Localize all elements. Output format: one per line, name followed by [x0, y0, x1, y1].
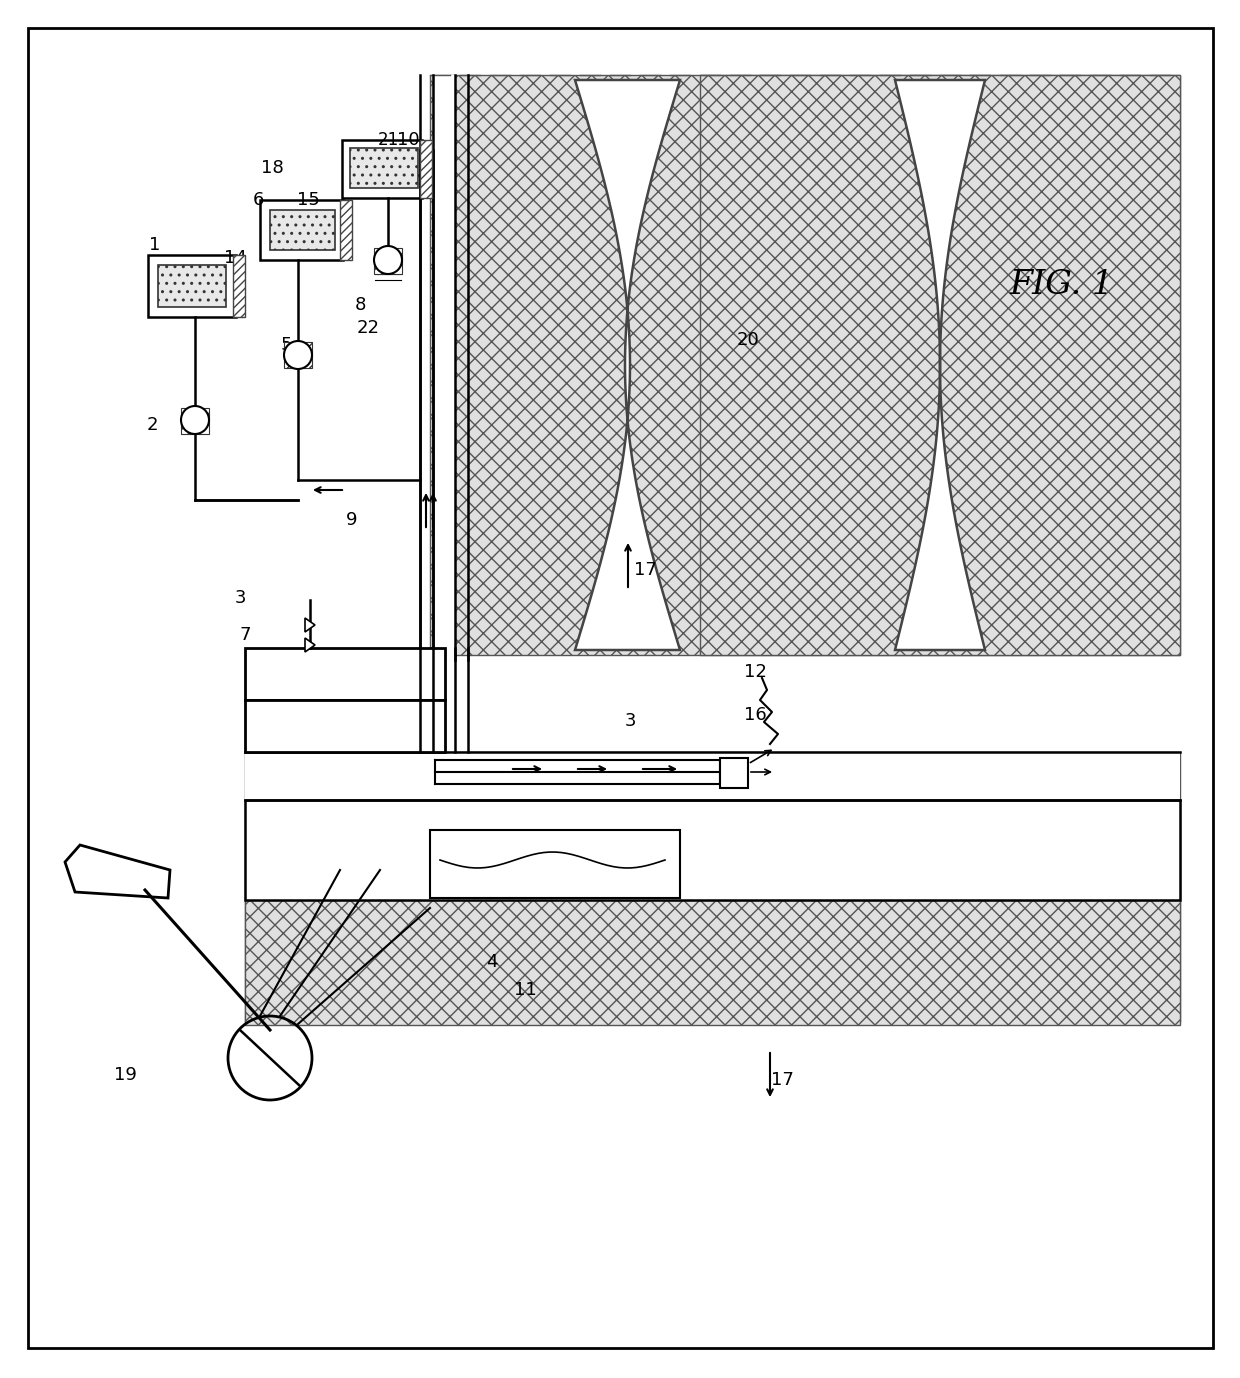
Bar	[342, 141, 422, 198]
Polygon shape	[895, 80, 985, 650]
Text: 4: 4	[486, 954, 497, 971]
Bar	[720, 758, 748, 788]
Text: 3: 3	[624, 712, 636, 730]
Text: 8: 8	[355, 296, 366, 314]
Text: 11: 11	[513, 981, 537, 999]
Bar	[340, 200, 352, 260]
Bar	[270, 209, 335, 249]
Text: 18: 18	[260, 158, 284, 176]
Text: 12: 12	[744, 663, 766, 681]
Bar	[246, 752, 1180, 802]
Text: 9: 9	[346, 511, 358, 529]
Bar	[260, 200, 343, 260]
Text: 17: 17	[634, 561, 656, 579]
Text: 20: 20	[737, 331, 759, 349]
Bar	[433, 74, 455, 734]
Bar	[246, 648, 445, 700]
Circle shape	[181, 407, 210, 434]
Text: 2: 2	[146, 416, 157, 434]
Text: 22: 22	[357, 318, 379, 338]
Bar	[233, 255, 246, 317]
Bar	[181, 408, 210, 434]
Bar	[420, 141, 432, 198]
Bar	[430, 830, 680, 898]
Text: 19: 19	[114, 1067, 136, 1084]
Bar	[246, 752, 1180, 1022]
Bar	[246, 900, 1180, 1025]
Text: 6: 6	[252, 192, 264, 209]
Bar	[246, 700, 445, 752]
Bar	[701, 74, 1180, 655]
Bar	[157, 265, 226, 307]
Text: 10: 10	[397, 131, 419, 149]
Polygon shape	[305, 638, 315, 652]
Bar	[246, 801, 1180, 900]
Bar	[430, 74, 1180, 655]
Bar	[284, 342, 312, 368]
Polygon shape	[305, 617, 315, 633]
Bar	[374, 248, 402, 274]
Bar	[350, 147, 418, 187]
Circle shape	[284, 340, 312, 369]
Circle shape	[374, 247, 402, 274]
Text: 17: 17	[770, 1071, 794, 1089]
Text: 14: 14	[223, 249, 247, 267]
Text: 7: 7	[239, 626, 250, 644]
Text: 1: 1	[149, 236, 161, 254]
Polygon shape	[64, 845, 170, 898]
Bar	[148, 255, 236, 317]
Text: 3: 3	[234, 588, 246, 606]
Text: FIG. 1: FIG. 1	[1009, 269, 1114, 300]
Polygon shape	[575, 80, 680, 650]
Bar	[246, 752, 1180, 852]
Text: 5: 5	[280, 336, 291, 354]
Text: 21: 21	[377, 131, 398, 149]
Text: 15: 15	[296, 192, 320, 209]
Text: 16: 16	[744, 706, 766, 723]
